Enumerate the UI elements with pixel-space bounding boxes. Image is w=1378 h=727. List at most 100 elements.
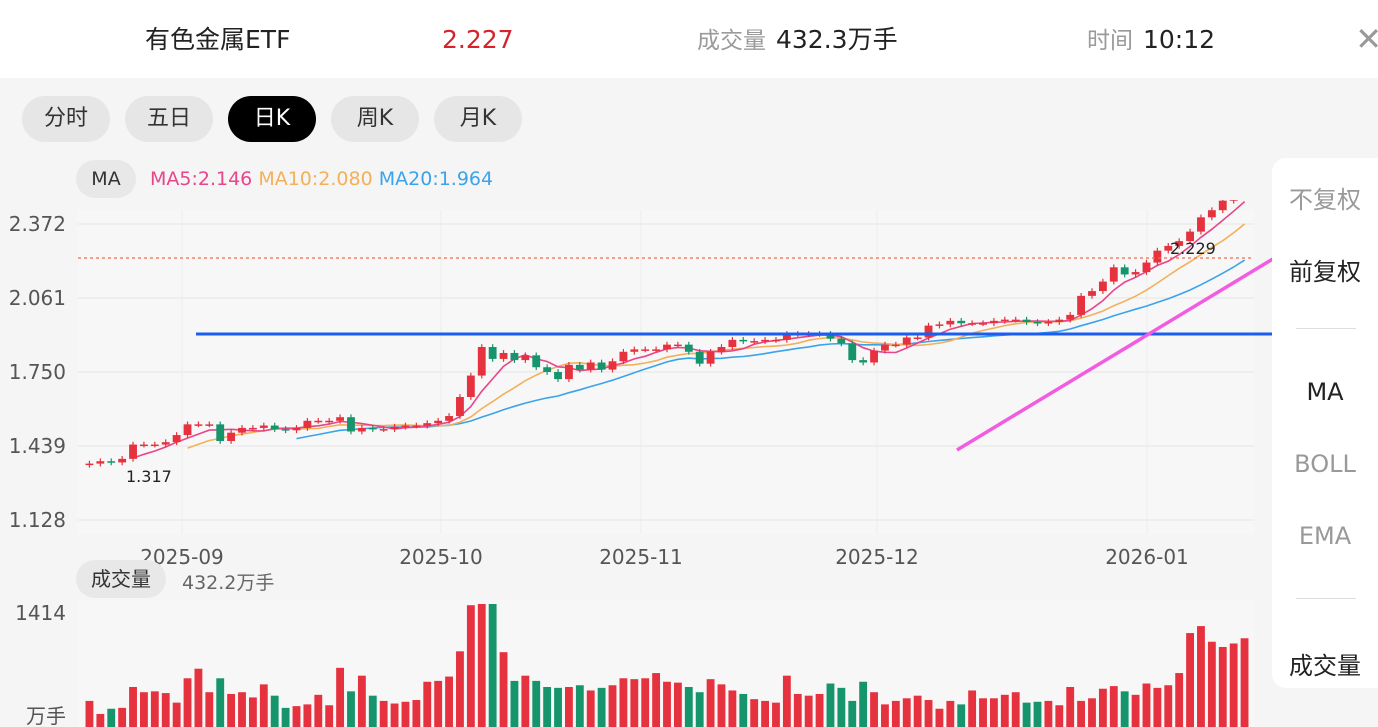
- side-boll[interactable]: BOLL: [1294, 450, 1356, 478]
- ma-values: MA5:2.146 MA10:2.080 MA20:1.964: [150, 168, 493, 190]
- volume-bar: [140, 692, 148, 727]
- candle-body: [85, 463, 94, 466]
- volume-bar: [608, 685, 617, 727]
- volume-bar: [107, 708, 116, 727]
- candle-body: [1142, 262, 1151, 273]
- side-panel: 不复权 前复权 MA BOLL EMA 成交量: [1272, 158, 1378, 688]
- candle-body: [216, 424, 225, 442]
- y-tick-label: 2.372: [9, 212, 66, 236]
- volume-bar: [248, 697, 257, 727]
- volume-bar: [891, 700, 900, 727]
- volume-indicator-button[interactable]: 成交量: [76, 560, 166, 598]
- volume-bar: [456, 651, 464, 727]
- side-divider: [1296, 598, 1356, 599]
- candle-body: [1164, 245, 1173, 251]
- volume-bar: [575, 685, 584, 727]
- volume-bar: [1197, 626, 1205, 727]
- candle-body: [684, 344, 693, 352]
- candle-body: [303, 420, 312, 428]
- tab-five-day[interactable]: 五日: [125, 96, 213, 142]
- volume-bar: [968, 690, 977, 727]
- volume-bar: [1153, 687, 1162, 727]
- volume-bar: [1186, 633, 1194, 727]
- tab-daily-k[interactable]: 日K: [228, 96, 316, 142]
- side-no-adjust[interactable]: 不复权: [1289, 186, 1361, 214]
- volume-bar: [1044, 700, 1053, 727]
- candle-body: [554, 372, 562, 380]
- volume-bar: [663, 681, 671, 727]
- volume-bar: [390, 703, 399, 727]
- candle-body: [357, 427, 366, 432]
- volume-bar: [1022, 702, 1031, 727]
- volume-bar: [1207, 641, 1216, 727]
- candle-body: [1011, 319, 1020, 322]
- candle-body: [957, 320, 966, 324]
- candle-body: [532, 355, 541, 368]
- x-tick-label: 2025-11: [599, 545, 683, 569]
- volume-bar: [1120, 691, 1129, 727]
- volume-bar: [216, 678, 225, 727]
- candle-body: [543, 367, 552, 372]
- side-ema[interactable]: EMA: [1298, 522, 1352, 550]
- candle-body: [728, 339, 737, 348]
- candle-body: [826, 333, 835, 339]
- volume-bar: [172, 702, 181, 727]
- candle-body: [619, 351, 628, 362]
- volume-bar: [238, 692, 246, 727]
- indicator-selector[interactable]: MA: [76, 160, 136, 198]
- candle-body: [1120, 267, 1129, 275]
- candle-body: [859, 360, 868, 363]
- candle-body: [891, 344, 900, 347]
- candle-body: [314, 420, 323, 423]
- volume-unit-label: 万手: [26, 704, 66, 727]
- candle-body: [717, 347, 726, 352]
- candle-body: [161, 442, 170, 445]
- tab-monthly-k[interactable]: 月K: [434, 96, 522, 142]
- candle-body: [118, 458, 127, 463]
- volume-bar: [761, 700, 769, 727]
- candle-body: [248, 427, 257, 430]
- volume-bar: [924, 700, 933, 727]
- candle-body: [259, 425, 268, 428]
- volume-bar: [129, 686, 137, 727]
- volume-bar: [510, 680, 519, 727]
- trend-line: [956, 257, 1272, 452]
- volume-bar: [227, 693, 236, 727]
- side-volume[interactable]: 成交量: [1289, 652, 1361, 680]
- volume-bar: [325, 705, 334, 727]
- y-tick-label: 1.128: [9, 508, 66, 532]
- volume-bar: [957, 704, 966, 727]
- candle-body: [772, 339, 780, 342]
- volume-bar: [1033, 701, 1042, 727]
- candle-body: [172, 435, 181, 443]
- candle-body: [466, 375, 475, 397]
- candle-body: [695, 351, 704, 364]
- volume-value: 432.2万手: [182, 572, 275, 594]
- side-ma[interactable]: MA: [1306, 378, 1344, 406]
- candle-body: [390, 426, 399, 430]
- candle-body: [412, 425, 421, 428]
- candle-body: [107, 461, 116, 463]
- candle-body: [848, 343, 857, 361]
- candle-body: [782, 333, 791, 340]
- close-icon[interactable]: ✕: [1355, 20, 1378, 58]
- volume-bar: [739, 693, 748, 727]
- volume-bar: [499, 652, 508, 727]
- volume-bar: [445, 676, 453, 727]
- volume-bar: [477, 604, 486, 727]
- candle-body: [325, 420, 334, 423]
- candle-body: [1098, 281, 1107, 292]
- side-forward-adjust[interactable]: 前复权: [1289, 258, 1361, 286]
- candle-body: [739, 339, 748, 342]
- volume-summary: 成交量 432.3万手: [697, 25, 898, 54]
- tab-weekly-k[interactable]: 周K: [331, 96, 419, 142]
- candle-body: [1131, 272, 1140, 275]
- candle-body: [183, 424, 192, 436]
- y-tick-label: 2.061: [9, 286, 66, 310]
- volume-bar: [412, 700, 421, 727]
- top-bar: 有色金属ETF 2.227 成交量 432.3万手 时间 10:12 ✕: [0, 0, 1378, 78]
- candle-body: [1088, 291, 1096, 296]
- candle-body: [935, 324, 944, 326]
- tab-intraday[interactable]: 分时: [22, 96, 110, 142]
